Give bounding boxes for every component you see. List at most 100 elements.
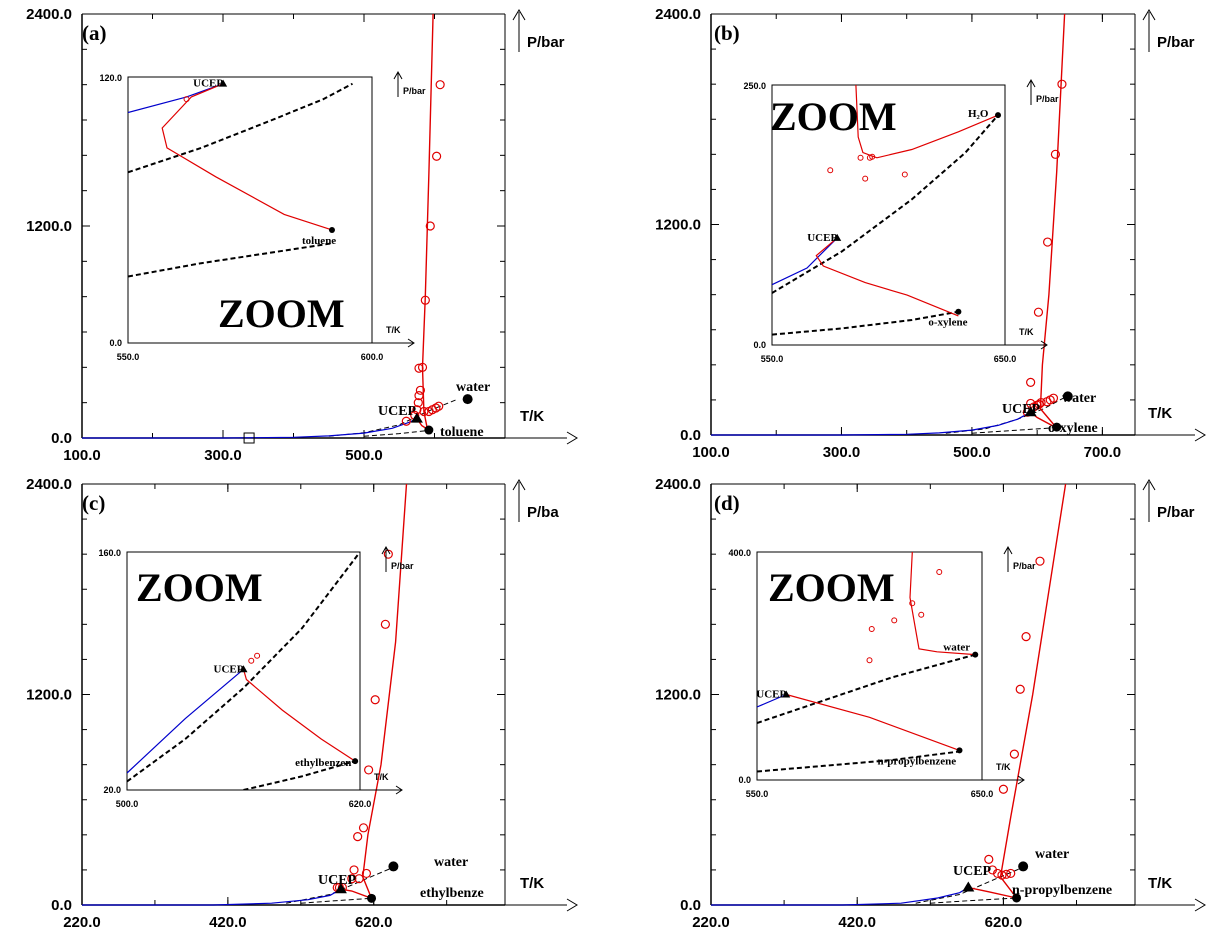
- zoom-ucep-label: UCEP: [214, 663, 244, 675]
- ucep-label: UCEP: [953, 864, 992, 879]
- water-label: water: [1062, 391, 1096, 406]
- y-tick-label: 0.0: [51, 897, 72, 914]
- zoom-x-tick-label: 500.0: [116, 799, 139, 809]
- panel-label: (d): [714, 491, 740, 515]
- zoom-three-phase-line: [757, 693, 787, 708]
- zoom-ucep-triangle-icon: [782, 690, 791, 698]
- experimental-point: [434, 401, 444, 411]
- zoom-other-critical-point: [328, 226, 335, 233]
- zoom-title: ZOOM: [218, 291, 345, 336]
- x-axis-arrow-icon: [1194, 428, 1206, 442]
- zoom-experimental-point: [901, 171, 908, 178]
- zoom-experimental-point: [868, 625, 875, 632]
- zoom-component-label: o-xylene: [928, 317, 967, 329]
- x-axis-label: T/K: [1148, 875, 1172, 892]
- experimental-point: [414, 391, 424, 401]
- zoom-y-tick-label: 0.0: [109, 338, 122, 348]
- experimental-point: [358, 823, 369, 833]
- water-critical-point: [462, 394, 473, 405]
- experimental-point: [417, 362, 428, 372]
- zoom-y-axis-label: P/bar: [1013, 561, 1036, 571]
- ucep-label: UCEP: [318, 873, 357, 888]
- x-tick-label: 100.0: [63, 447, 101, 464]
- y-tick-label: 0.0: [680, 897, 701, 914]
- zoom-three-phase-line: [127, 668, 244, 774]
- zoom-ucep-triangle-icon: [833, 233, 842, 241]
- zoom-inset: T/K P/bar 550.0 650.0 0.0 400.0 UCEP n-propylbe…: [728, 545, 1036, 799]
- zoom-inset: T/K P/bar 550.0 650.0 0.0 250.0 UCEP o-xylene H₂…: [743, 78, 1059, 364]
- zoom-vapor-pressure-curve-water: [757, 653, 976, 724]
- experimental-point: [1021, 632, 1031, 642]
- y-tick-label: 2400.0: [26, 476, 72, 493]
- experimental-point: [1050, 149, 1061, 159]
- panel-label: (a): [82, 21, 107, 45]
- zoom-component-label: toluene: [302, 235, 336, 247]
- x-tick-label: 700.0: [1084, 444, 1122, 461]
- zoom-title: ZOOM: [768, 565, 895, 610]
- zoom-critical-curve: [161, 83, 333, 231]
- zoom-three-phase-line: [772, 237, 838, 286]
- experimental-point: [1015, 684, 1025, 694]
- zoom-ucep-label: UCEP: [756, 689, 786, 701]
- zoom-water-critical-point: [995, 112, 1002, 119]
- zoom-component-label: ethylbenzen: [295, 757, 351, 769]
- zoom-critical-curve-upper: [855, 85, 999, 159]
- zoom-critical-curve: [815, 237, 959, 317]
- zoom-experimental-point: [862, 175, 869, 182]
- zoom-water-critical-point: [972, 651, 979, 658]
- zoom-y-tick-label: 250.0: [743, 81, 766, 91]
- zoom-vapor-pressure-curve-other: [772, 310, 959, 336]
- y-axis-arrow-icon: [512, 9, 526, 21]
- zoom-experimental-point: [248, 657, 255, 664]
- experimental-point: [380, 619, 390, 629]
- zoom-experimental-point: [891, 617, 898, 624]
- x-tick-label: 420.0: [209, 914, 247, 931]
- zoom-component-label: n-propylbenzene: [878, 755, 957, 767]
- zoom-x-axis-label: T/K: [386, 325, 401, 335]
- experimental-point: [401, 416, 411, 426]
- other-critical-point: [1052, 422, 1062, 432]
- experimental-point: [992, 868, 1003, 879]
- zoom-y-axis-label: P/bar: [1036, 94, 1059, 104]
- critical-curve: [968, 484, 1067, 900]
- experimental-point: [364, 765, 374, 775]
- critical-curve: [416, 14, 434, 431]
- plot-area: [711, 14, 1071, 436]
- zoom-x-axis-label: T/K: [1019, 327, 1034, 337]
- y-tick-label: 0.0: [680, 427, 701, 444]
- vapor-pressure-curve-water: [286, 865, 396, 904]
- experimental-point: [1048, 393, 1059, 403]
- ucep-triangle-icon: [1024, 406, 1037, 417]
- x-axis-arrow-icon: [566, 431, 578, 445]
- zoom-other-critical-point: [955, 308, 962, 315]
- other-critical-point: [1012, 893, 1022, 903]
- zoom-y-arrow-icon: [393, 70, 403, 80]
- y-axis-label: P/bar: [1157, 504, 1195, 521]
- zoom-x-tick-label: 600.0: [361, 352, 384, 362]
- zoom-experimental-point: [857, 154, 864, 161]
- vapor-pressure-curve-water: [328, 399, 456, 437]
- ucep-triangle-icon: [410, 412, 423, 423]
- water-label: water: [456, 380, 490, 395]
- experimental-point: [997, 870, 1007, 880]
- experimental-point: [347, 874, 357, 884]
- critical-curve: [340, 484, 408, 900]
- y-tick-label: 1200.0: [26, 687, 72, 704]
- experimental-point: [1035, 556, 1045, 566]
- zoom-water-label: H₂O: [968, 108, 989, 120]
- zoom-y-axis-label: P/bar: [391, 561, 414, 571]
- component-label: o-xylene: [1048, 421, 1098, 436]
- zoom-title: ZOOM: [136, 565, 263, 610]
- zoom-title: ZOOM: [770, 94, 897, 139]
- experimental-point: [361, 868, 372, 879]
- zoom-y-tick-label: 0.0: [738, 775, 751, 785]
- experimental-point: [984, 854, 994, 864]
- y-tick-label: 2400.0: [26, 6, 72, 23]
- x-tick-label: 220.0: [63, 914, 101, 931]
- experimental-point: [1001, 869, 1011, 879]
- experimental-point: [349, 865, 359, 875]
- chart-panel-b: T/K P/bar (b) 100.0 300.0 500.0 700.0 0.0 1200.0…: [655, 6, 1206, 461]
- plot-area: [82, 484, 408, 906]
- zoom-experimental-point: [909, 600, 916, 607]
